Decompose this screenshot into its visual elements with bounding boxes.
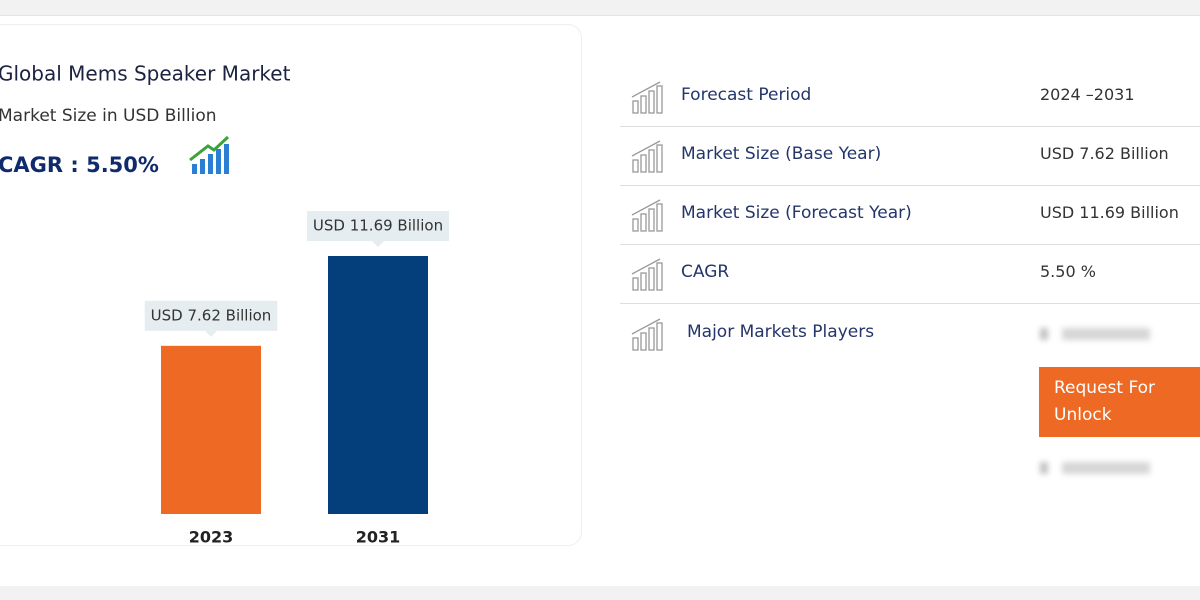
chart-title: Global Mems Speaker Market — [0, 62, 291, 86]
row-value: USD 11.69 Billion — [1040, 203, 1179, 222]
growth-icon — [189, 135, 230, 174]
row-value: USD 7.62 Billion — [1040, 144, 1169, 163]
row-label: Market Size (Base Year) — [681, 144, 882, 164]
cagr: CAGR : 5.50% — [0, 153, 159, 177]
row-icon — [631, 258, 663, 291]
unlock-button[interactable]: Request For Unlock — [1039, 367, 1200, 437]
label-pointer — [205, 330, 217, 337]
value-label: USD 11.69 Billion — [313, 217, 443, 235]
chart-card — [0, 24, 582, 546]
value-label-bg — [306, 211, 450, 241]
row-label: Forecast Period — [681, 85, 812, 105]
table-row: Major Markets Players — [620, 304, 1200, 363]
value-label: USD 7.62 Billion — [151, 306, 272, 324]
row-icon — [631, 318, 663, 351]
row-label: Major Markets Players — [687, 322, 875, 342]
bar — [161, 345, 261, 514]
table-row: CAGR 5.50 % — [620, 244, 1200, 304]
table-row: Forecast Period 2024 –2031 — [620, 67, 1200, 127]
blurred-item — [1040, 462, 1150, 474]
value-label-bg — [144, 300, 278, 331]
row-value: 5.50 % — [1040, 262, 1096, 281]
row-value: 2024 –2031 — [1040, 85, 1135, 104]
table-row: Market Size (Forecast Year) USD 11.69 Bil… — [620, 185, 1200, 245]
chart: Global Mems Speaker Market Market Size i… — [0, 62, 450, 547]
row-icon — [631, 199, 663, 232]
bar — [328, 256, 428, 514]
x-tick-label: 2031 — [356, 528, 401, 547]
x-tick-label: 2023 — [189, 528, 234, 547]
blurred-item — [1040, 328, 1150, 340]
label-pointer — [372, 241, 384, 247]
table-row: Market Size (Base Year) USD 7.62 Billion — [620, 126, 1200, 186]
row-label: CAGR — [681, 262, 730, 282]
row-label: Market Size (Forecast Year) — [681, 203, 912, 223]
chart-subtitle: Market Size in USD Billion — [0, 106, 217, 126]
row-icon — [631, 140, 663, 173]
row-icon — [631, 81, 663, 114]
